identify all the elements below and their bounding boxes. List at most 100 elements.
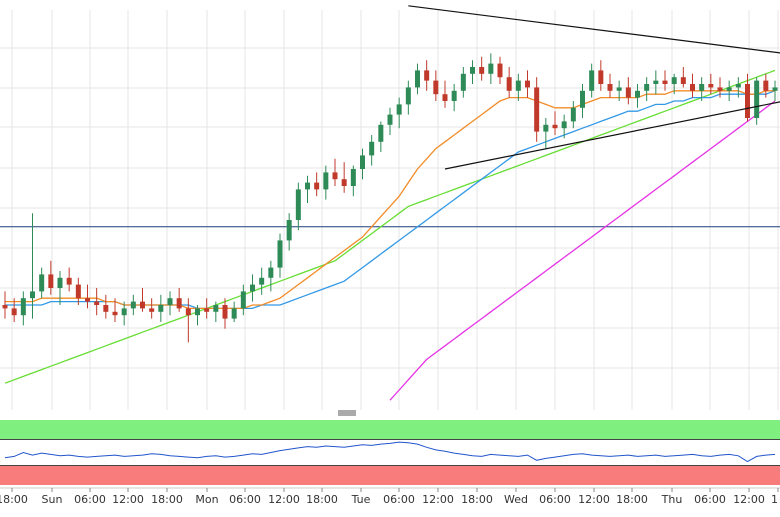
candle bbox=[616, 80, 622, 101]
candle bbox=[396, 97, 402, 129]
candle bbox=[39, 267, 45, 299]
candle bbox=[277, 233, 283, 278]
candle-body bbox=[378, 124, 384, 142]
candle-body bbox=[149, 308, 155, 312]
x-tick-label: 06:00 bbox=[694, 493, 726, 506]
x-tick-label: 12:00 bbox=[578, 493, 610, 506]
candle-body bbox=[580, 90, 585, 108]
x-tick-label: Wed bbox=[504, 493, 528, 506]
candle-body bbox=[607, 84, 613, 91]
candle-body bbox=[277, 240, 283, 268]
candle bbox=[360, 148, 365, 180]
candle-body bbox=[470, 67, 475, 74]
trendlines bbox=[408, 5, 780, 170]
candle bbox=[570, 101, 576, 129]
candle-body bbox=[616, 87, 622, 91]
candle-body bbox=[314, 182, 320, 190]
candle-body bbox=[259, 277, 265, 285]
candle-body bbox=[506, 77, 512, 91]
candle-body bbox=[213, 305, 219, 312]
candle-body bbox=[268, 267, 274, 278]
panel-divider[interactable] bbox=[338, 410, 356, 416]
candle-body bbox=[295, 189, 301, 220]
candle bbox=[222, 298, 228, 329]
candle bbox=[295, 182, 301, 231]
candle bbox=[525, 70, 530, 98]
x-tick-label: 18:00 bbox=[616, 493, 648, 506]
candle bbox=[185, 298, 191, 343]
candle-body bbox=[94, 301, 100, 305]
candle bbox=[57, 271, 63, 305]
candle-body bbox=[167, 298, 173, 305]
candle-body bbox=[323, 172, 329, 190]
candle bbox=[644, 77, 650, 101]
candle-body bbox=[717, 87, 723, 91]
ma-magenta-line bbox=[389, 100, 776, 401]
candle bbox=[772, 80, 778, 101]
candle-body bbox=[350, 169, 356, 186]
candle-body bbox=[332, 172, 338, 180]
oversold-zone bbox=[0, 465, 780, 485]
candle bbox=[213, 301, 219, 322]
candle-body bbox=[726, 87, 732, 91]
candle bbox=[607, 73, 613, 98]
candle bbox=[680, 67, 686, 88]
candle-body bbox=[75, 284, 81, 299]
candle-body bbox=[405, 87, 411, 105]
candle bbox=[699, 77, 705, 101]
candle-body bbox=[754, 80, 760, 118]
overbought-zone bbox=[0, 420, 780, 440]
candle bbox=[75, 277, 81, 305]
candle bbox=[543, 118, 549, 149]
candle-body bbox=[635, 90, 640, 98]
candle-body bbox=[479, 67, 485, 74]
candle-body bbox=[57, 277, 63, 288]
candle bbox=[332, 158, 338, 186]
x-tick-label: Thu bbox=[661, 493, 683, 506]
candle-body bbox=[598, 70, 604, 84]
x-tick-label: Tue bbox=[351, 493, 371, 506]
candle-body bbox=[140, 301, 145, 309]
candle bbox=[167, 291, 173, 316]
candle-body bbox=[112, 311, 118, 316]
candle bbox=[94, 288, 100, 316]
x-tick-label: 06:00 bbox=[229, 493, 261, 506]
candle bbox=[433, 70, 439, 101]
candle bbox=[48, 260, 54, 295]
candle bbox=[20, 291, 26, 326]
candle bbox=[671, 73, 677, 95]
candle bbox=[561, 114, 567, 139]
candle-body bbox=[699, 84, 705, 91]
candle bbox=[598, 60, 604, 91]
x-tick-label: 06:00 bbox=[383, 493, 415, 506]
candle-body bbox=[66, 277, 72, 285]
candles bbox=[2, 53, 778, 343]
candle bbox=[690, 73, 695, 98]
candle-body bbox=[30, 291, 35, 299]
grid bbox=[0, 10, 780, 410]
candle bbox=[204, 298, 210, 319]
x-tick-label: 18:00 bbox=[306, 493, 338, 506]
candle bbox=[2, 291, 8, 319]
candle-body bbox=[488, 63, 494, 74]
candle bbox=[140, 288, 145, 312]
x-tick-label: Sun bbox=[42, 493, 63, 506]
candle bbox=[451, 84, 457, 112]
candle-body bbox=[185, 308, 191, 316]
candle-body bbox=[176, 298, 182, 309]
x-tick-label: 06:00 bbox=[539, 493, 571, 506]
candle-body bbox=[653, 80, 659, 84]
indicator-line bbox=[4, 441, 776, 463]
candle bbox=[717, 77, 723, 98]
candle-body bbox=[20, 298, 26, 316]
candle-body bbox=[552, 124, 558, 129]
candle bbox=[323, 165, 329, 200]
candle bbox=[369, 135, 375, 166]
x-tick-label: 12:00 bbox=[733, 493, 765, 506]
candle-body bbox=[690, 84, 695, 91]
candle bbox=[653, 70, 659, 95]
candle bbox=[259, 267, 265, 295]
candle bbox=[350, 165, 356, 197]
candle bbox=[195, 305, 200, 326]
